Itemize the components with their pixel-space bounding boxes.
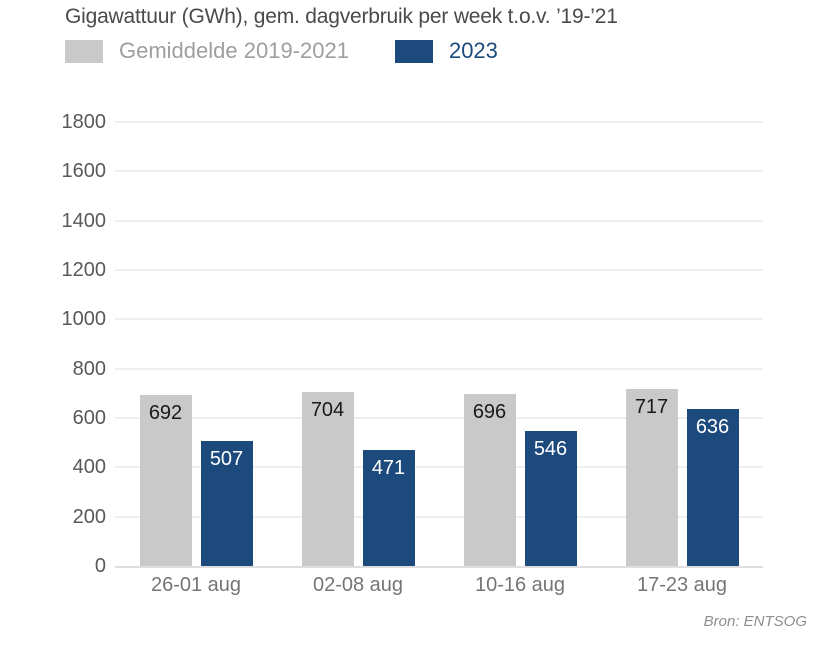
x-axis-tick-label: 02-08 aug xyxy=(312,574,404,596)
gridline xyxy=(115,367,763,370)
bar: 717 xyxy=(625,389,678,566)
bar: 696 xyxy=(463,394,516,566)
bar: 692 xyxy=(139,395,192,566)
plot-area: 0 200 400 600 800 1000 1200 1400 1600 1800 692 507 7… xyxy=(62,111,763,577)
bar-value-label: 696 xyxy=(472,401,507,424)
gridline xyxy=(115,219,763,222)
bar-group: 704 471 xyxy=(277,122,439,566)
gridline xyxy=(115,121,763,123)
y-axis-tick-label: 1800 xyxy=(61,111,107,133)
bar-value-label: 636 xyxy=(695,416,730,439)
y-axis-tick-label: 0 xyxy=(94,555,106,577)
legend-item: Gemiddelde 2019-2021 xyxy=(65,38,349,64)
gridline xyxy=(115,417,763,420)
bar-value-label: 471 xyxy=(371,456,406,479)
bar: 636 xyxy=(686,409,739,566)
y-axis-tick-label: 200 xyxy=(72,505,106,528)
bar-value-label: 704 xyxy=(310,399,345,422)
gridline xyxy=(115,466,763,469)
bar-value-label: 507 xyxy=(209,447,244,470)
x-axis-labels: 26-01 aug 02-08 aug 10-16 aug 17-23 aug xyxy=(115,574,763,597)
legend-item: 2023 xyxy=(394,38,498,64)
legend-label: 2023 xyxy=(448,38,498,63)
gridline xyxy=(115,515,763,518)
x-axis-tick-label: 17-23 aug xyxy=(636,574,728,596)
bar-group: 717 636 xyxy=(601,122,763,566)
bar: 471 xyxy=(362,449,415,566)
bar-groups: 692 507 704 471 696 546 717 636 xyxy=(115,122,763,566)
y-axis-tick-label: 600 xyxy=(72,407,106,430)
bar: 507 xyxy=(200,440,253,566)
bar-value-label: 692 xyxy=(148,402,183,425)
bar-group: 692 507 xyxy=(115,122,277,566)
x-axis-tick-label: 10-16 aug xyxy=(474,574,566,596)
y-axis-tick-label: 1000 xyxy=(61,308,107,331)
bar-value-label: 717 xyxy=(634,396,669,419)
gridline xyxy=(115,318,763,321)
legend: Gemiddelde 2019-2021 2023 xyxy=(65,38,498,64)
bar-group: 696 546 xyxy=(439,122,601,566)
legend-label: Gemiddelde 2019-2021 xyxy=(119,38,349,63)
y-axis-tick-label: 400 xyxy=(72,456,106,479)
bar: 546 xyxy=(524,431,577,566)
y-axis-tick-label: 1600 xyxy=(61,160,107,183)
x-axis-tick-label: 26-01 aug xyxy=(150,574,242,596)
legend-swatch-icon xyxy=(394,39,433,63)
bar: 704 xyxy=(301,392,354,566)
gridline xyxy=(115,269,763,272)
source-note: Bron: ENTSOG xyxy=(703,613,807,630)
legend-swatch-icon xyxy=(65,39,103,63)
y-axis-tick-label: 1400 xyxy=(61,209,107,232)
gridline xyxy=(115,170,763,173)
bar-value-label: 546 xyxy=(533,438,568,461)
chart-title: Gigawattuur (GWh), gem. dagverbruik per … xyxy=(65,5,618,28)
y-axis-tick-label: 800 xyxy=(72,357,106,380)
y-axis-tick-label: 1200 xyxy=(61,259,107,282)
